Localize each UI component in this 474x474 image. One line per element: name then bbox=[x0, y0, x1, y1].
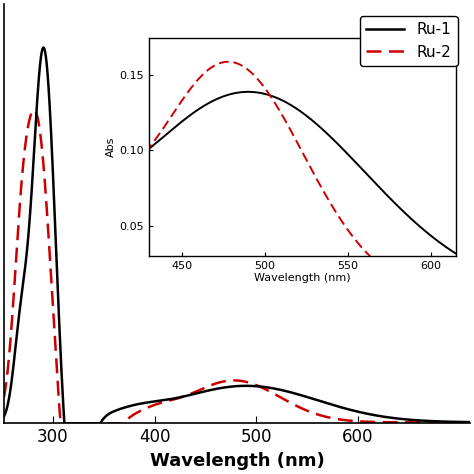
X-axis label: Wavelength (nm): Wavelength (nm) bbox=[150, 452, 324, 470]
Legend: Ru-1, Ru-2: Ru-1, Ru-2 bbox=[360, 16, 457, 66]
